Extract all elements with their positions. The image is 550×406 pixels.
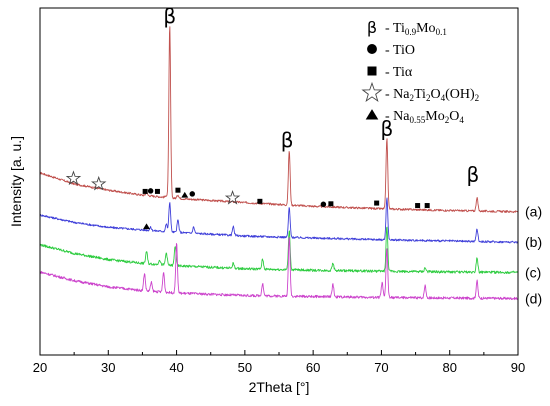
y-axis-title: Intensity [a. u.] bbox=[8, 136, 24, 227]
series-line-2 bbox=[39, 226, 519, 275]
phase-marker-circle-10 bbox=[320, 201, 327, 208]
legend-marker-triangle bbox=[365, 109, 379, 120]
series-line-0 bbox=[39, 26, 519, 214]
beta-peak-label-3: β bbox=[467, 163, 480, 187]
series-label-3: (d) bbox=[525, 290, 542, 306]
series-label-1: (b) bbox=[525, 234, 542, 250]
series-line-1 bbox=[39, 197, 519, 244]
legend-entry-0: - Ti0.9Mo0.1 bbox=[385, 21, 447, 37]
phase-marker-square-3 bbox=[142, 188, 148, 194]
series-line-3 bbox=[39, 237, 519, 301]
legend-marker-star bbox=[361, 81, 383, 102]
phase-marker-square-14 bbox=[424, 203, 430, 209]
phase-marker-triangle-7 bbox=[181, 191, 189, 198]
x-tick-label-5: 70 bbox=[374, 360, 388, 375]
x-axis-title: 2Theta [°] bbox=[249, 379, 310, 395]
legend-marker-circle bbox=[367, 44, 377, 54]
legend-entry-1: - TiO bbox=[385, 43, 415, 58]
legend-entry-2: - Tiα bbox=[385, 65, 413, 80]
legend-entry-4: - Na0.55Mo2O4 bbox=[385, 109, 464, 125]
series-group bbox=[39, 26, 519, 301]
x-tick-label-4: 60 bbox=[306, 360, 320, 375]
beta-peak-label-2: β bbox=[381, 117, 394, 141]
phase-marker-star-0 bbox=[65, 170, 82, 186]
phase-marker-square-5 bbox=[154, 188, 160, 194]
beta-peak-label-1: β bbox=[281, 128, 294, 152]
phase-marker-circle-4 bbox=[147, 188, 154, 194]
phase-marker-square-12 bbox=[374, 200, 380, 206]
legend-beta-symbol: β bbox=[367, 18, 377, 37]
phase-marker-star-2 bbox=[224, 189, 241, 205]
x-tick-label-3: 50 bbox=[238, 360, 252, 375]
phase-marker-square-11 bbox=[328, 201, 334, 207]
phase-marker-star-1 bbox=[91, 175, 107, 191]
phase-marker-square-9 bbox=[257, 198, 263, 204]
phase-marker-circle-8 bbox=[189, 191, 196, 197]
x-tick-label-7: 90 bbox=[511, 360, 525, 375]
x-tick-label-1: 30 bbox=[101, 360, 115, 375]
beta-peak-label-0: β bbox=[163, 4, 176, 28]
legend-marker-square bbox=[367, 66, 377, 76]
phase-marker-square-6 bbox=[175, 187, 181, 193]
x-tick-label-0: 20 bbox=[33, 360, 47, 375]
legend-entry-3: - Na2Ti2O4(OH)2 bbox=[385, 87, 479, 103]
series-label-2: (c) bbox=[525, 264, 541, 280]
legend: β - Ti0.9Mo0.1 - TiO - Tiα - Na2Ti2O4(OH)2 - … bbox=[361, 18, 479, 125]
phase-marker-triangle-15 bbox=[143, 223, 151, 230]
x-tick-label-6: 80 bbox=[442, 360, 456, 375]
series-label-0: (a) bbox=[525, 204, 542, 220]
phase-marker-square-13 bbox=[415, 203, 421, 209]
x-tick-label-2: 40 bbox=[169, 360, 183, 375]
plot-frame bbox=[39, 7, 519, 356]
